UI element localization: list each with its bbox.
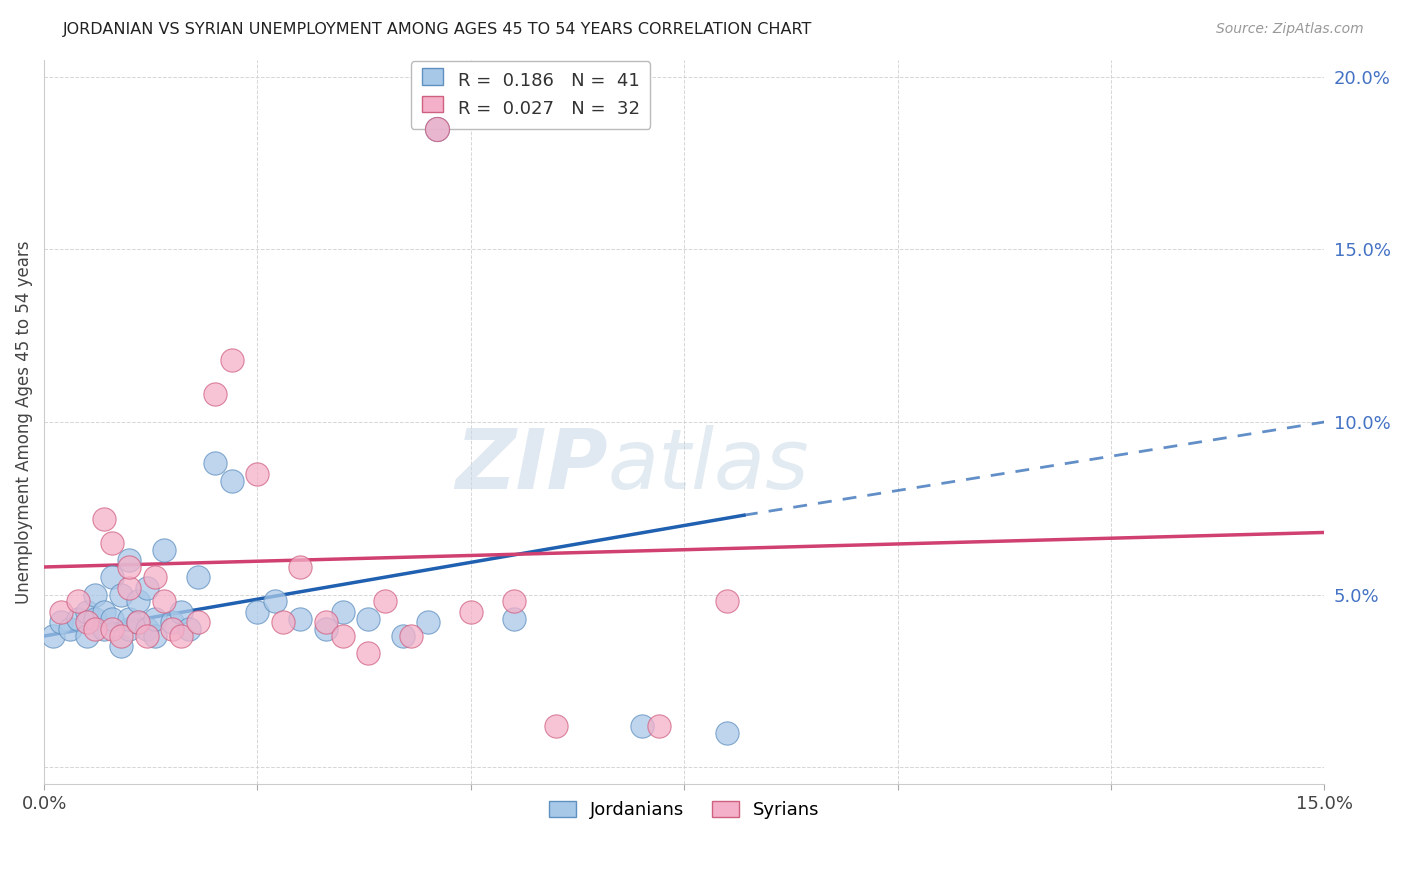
- Point: [246, 605, 269, 619]
- Point: [101, 536, 124, 550]
- Point: [93, 622, 115, 636]
- Point: [391, 629, 413, 643]
- Point: [160, 615, 183, 630]
- Point: [426, 121, 449, 136]
- Point: [204, 457, 226, 471]
- Point: [187, 570, 209, 584]
- Point: [118, 612, 141, 626]
- Point: [84, 588, 107, 602]
- Point: [101, 612, 124, 626]
- Point: [110, 588, 132, 602]
- Text: JORDANIAN VS SYRIAN UNEMPLOYMENT AMONG AGES 45 TO 54 YEARS CORRELATION CHART: JORDANIAN VS SYRIAN UNEMPLOYMENT AMONG A…: [63, 22, 813, 37]
- Point: [41, 629, 63, 643]
- Text: ZIP: ZIP: [454, 425, 607, 506]
- Point: [76, 629, 98, 643]
- Point: [152, 594, 174, 608]
- Point: [143, 570, 166, 584]
- Point: [502, 594, 524, 608]
- Point: [204, 387, 226, 401]
- Point: [502, 612, 524, 626]
- Point: [332, 629, 354, 643]
- Point: [647, 719, 669, 733]
- Point: [160, 622, 183, 636]
- Y-axis label: Unemployment Among Ages 45 to 54 years: Unemployment Among Ages 45 to 54 years: [15, 240, 32, 604]
- Point: [546, 719, 568, 733]
- Point: [59, 622, 82, 636]
- Point: [118, 553, 141, 567]
- Point: [135, 629, 157, 643]
- Text: atlas: atlas: [607, 425, 808, 506]
- Point: [630, 719, 652, 733]
- Point: [143, 612, 166, 626]
- Text: Source: ZipAtlas.com: Source: ZipAtlas.com: [1216, 22, 1364, 37]
- Point: [187, 615, 209, 630]
- Point: [357, 612, 380, 626]
- Point: [127, 594, 149, 608]
- Point: [374, 594, 396, 608]
- Point: [263, 594, 285, 608]
- Point: [315, 615, 337, 630]
- Point: [118, 622, 141, 636]
- Point: [399, 629, 422, 643]
- Point: [288, 612, 311, 626]
- Point: [110, 629, 132, 643]
- Point: [93, 605, 115, 619]
- Point: [716, 725, 738, 739]
- Point: [76, 615, 98, 630]
- Point: [221, 352, 243, 367]
- Point: [118, 560, 141, 574]
- Point: [169, 605, 191, 619]
- Point: [84, 612, 107, 626]
- Point: [716, 594, 738, 608]
- Point: [315, 622, 337, 636]
- Point: [127, 615, 149, 630]
- Point: [179, 622, 201, 636]
- Point: [221, 474, 243, 488]
- Point: [143, 629, 166, 643]
- Point: [135, 581, 157, 595]
- Point: [418, 615, 440, 630]
- Point: [110, 640, 132, 654]
- Point: [76, 605, 98, 619]
- Point: [51, 615, 73, 630]
- Point: [152, 542, 174, 557]
- Point: [101, 570, 124, 584]
- Point: [460, 605, 482, 619]
- Point: [101, 622, 124, 636]
- Point: [246, 467, 269, 481]
- Point: [127, 615, 149, 630]
- Point: [51, 605, 73, 619]
- Point: [288, 560, 311, 574]
- Point: [135, 622, 157, 636]
- Point: [169, 629, 191, 643]
- Point: [271, 615, 294, 630]
- Legend: Jordanians, Syrians: Jordanians, Syrians: [541, 793, 827, 826]
- Point: [67, 612, 90, 626]
- Point: [67, 594, 90, 608]
- Point: [357, 646, 380, 660]
- Point: [84, 622, 107, 636]
- Point: [332, 605, 354, 619]
- Point: [93, 511, 115, 525]
- Point: [118, 581, 141, 595]
- Point: [426, 121, 449, 136]
